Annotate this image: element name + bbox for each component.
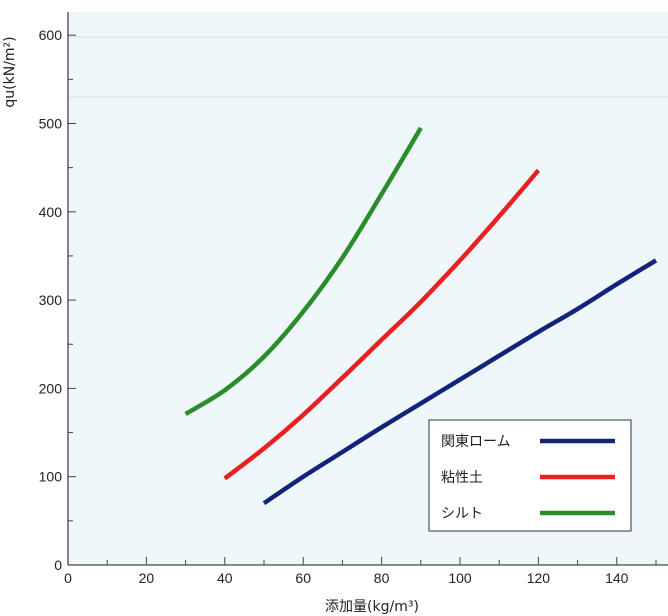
x-tick-label: 60: [295, 570, 311, 586]
legend-label-1: 粘性土: [441, 470, 483, 486]
x-tick-label: 0: [64, 570, 72, 586]
x-tick-label: 140: [605, 570, 629, 586]
y-tick-label: 500: [39, 116, 63, 132]
x-axis-title: 添加量(kg/m³): [325, 599, 419, 615]
x-tick-label: 80: [374, 570, 390, 586]
x-tick-label: 20: [139, 570, 155, 586]
x-tick-label: 120: [527, 570, 551, 586]
y-tick-label: 200: [39, 380, 63, 396]
y-tick-label: 400: [39, 204, 63, 220]
y-tick-label: 600: [39, 27, 63, 43]
series-line-1: [223, 168, 541, 481]
x-tick-label: 40: [217, 570, 233, 586]
y-tick-label: 0: [54, 557, 62, 573]
y-tick-label: 100: [39, 469, 63, 485]
y-tick-label: 300: [39, 292, 63, 308]
y-axis-title: qu(kN/m²): [2, 36, 18, 107]
series-line-0: [262, 258, 658, 506]
series-line-2: [184, 126, 423, 416]
x-tick-label: 100: [448, 570, 472, 586]
legend-label-0: 関東ローム: [441, 434, 511, 450]
legend-label-2: シルト: [441, 506, 483, 522]
